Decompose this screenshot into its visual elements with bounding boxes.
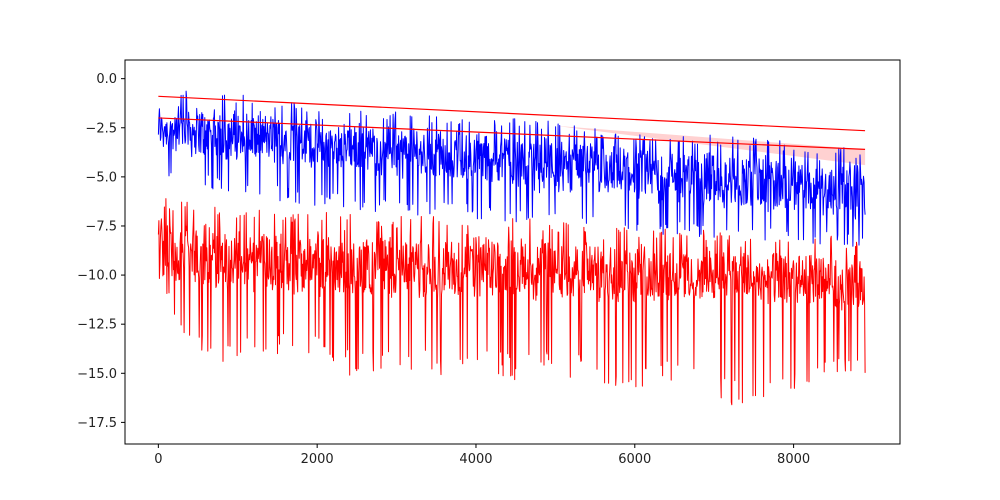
y-tick-label: −15.0 <box>77 367 117 382</box>
trend-line-layer <box>158 95 866 150</box>
x-axis: 0 2000 4000 6000 8000 <box>154 444 810 467</box>
series-line-1 <box>157 90 866 247</box>
plot-frame <box>124 59 901 445</box>
y-tick-label: −17.5 <box>77 416 117 431</box>
x-tick-label: 2000 <box>301 452 334 467</box>
series-line-2 <box>157 198 866 406</box>
y-tick-label: 0.0 <box>96 72 117 87</box>
series-layer <box>157 90 866 406</box>
shaded-band-layer <box>555 125 866 166</box>
x-tick-label: 4000 <box>459 452 492 467</box>
trend-line-1 <box>158 95 866 132</box>
y-tick-label: −7.5 <box>85 219 117 234</box>
x-tick-label: 0 <box>154 452 162 467</box>
x-tick-label: 6000 <box>618 452 651 467</box>
trend-line-2 <box>158 117 866 150</box>
shaded-band <box>555 125 866 166</box>
x-tick-label: 8000 <box>777 452 810 467</box>
y-tick-label: −12.5 <box>77 318 117 333</box>
y-tick-label: −5.0 <box>85 170 117 185</box>
y-tick-label: −10.0 <box>77 269 117 284</box>
y-axis: 0.0 −2.5 −5.0 −7.5 −10.0 −12.5 −15.0 −17.5 <box>77 72 125 431</box>
y-tick-label: −2.5 <box>85 121 117 136</box>
